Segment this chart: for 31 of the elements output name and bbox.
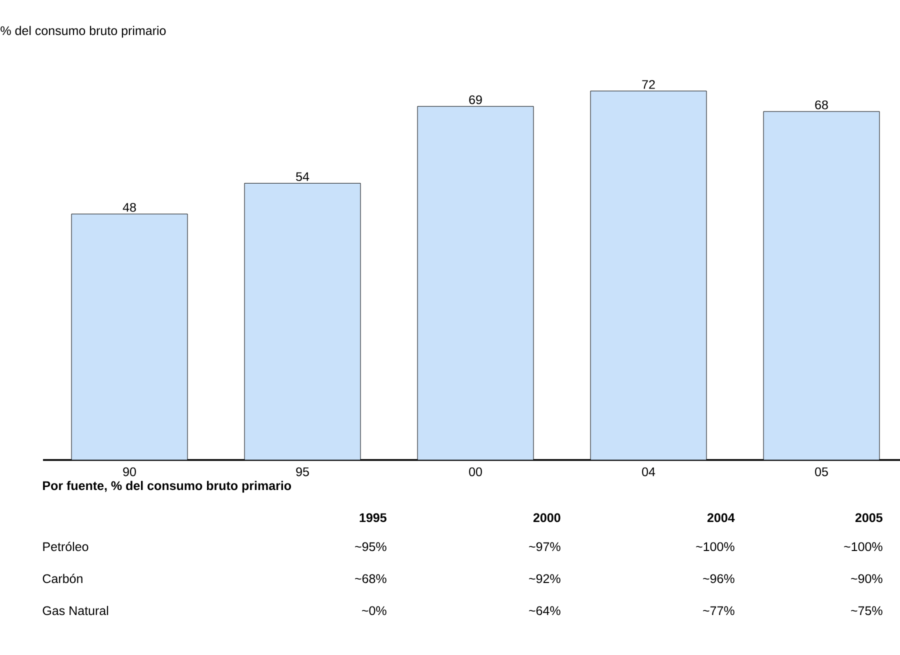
x-tick-label: 95 <box>296 467 309 476</box>
x-tick-label: 90 <box>123 467 136 476</box>
text: ~97% <box>529 542 560 552</box>
text: 2004 <box>707 513 735 522</box>
text: ~0% <box>362 606 386 616</box>
data-label: 68 <box>815 100 828 110</box>
data-label: 69 <box>469 95 482 104</box>
text: 2000 <box>533 513 560 522</box>
text: Gas Natural <box>42 606 108 616</box>
text: ~90% <box>851 574 882 584</box>
text: Por fuente, % del consumo bruto primario <box>43 480 292 493</box>
text: ~68% <box>355 574 386 584</box>
x-tick-label: 05 <box>815 467 828 476</box>
text: ~64% <box>529 606 560 616</box>
text: Petróleo <box>43 542 88 552</box>
text: ~100% <box>844 542 882 552</box>
x-tick-label: 04 <box>642 467 656 476</box>
text: ~92% <box>529 574 560 584</box>
text: 2005 <box>855 513 882 522</box>
text: ~95% <box>355 542 386 552</box>
x-tick-label: 00 <box>469 467 482 476</box>
text: ~77% <box>703 606 734 616</box>
data-label: 54 <box>296 172 310 182</box>
text: 1995 <box>360 513 386 522</box>
data-label: 72 <box>642 80 655 89</box>
text: ~100% <box>696 542 734 552</box>
data-label: 48 <box>122 202 136 212</box>
text: Carbón <box>42 574 82 584</box>
chart-title: % del consumo bruto primario <box>0 26 166 38</box>
text: ~75% <box>851 606 882 616</box>
text: ~96% <box>703 574 734 584</box>
